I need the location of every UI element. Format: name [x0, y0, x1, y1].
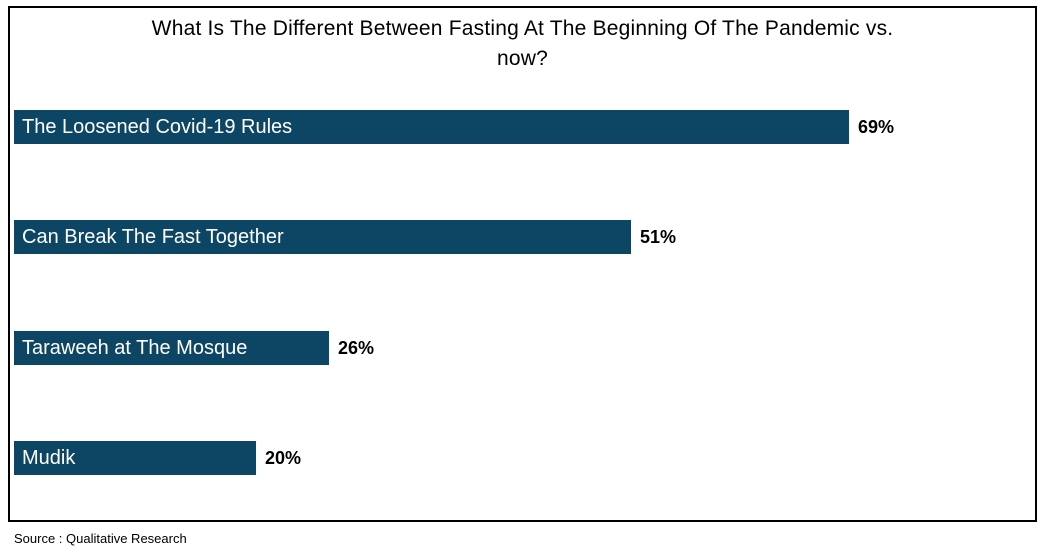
bar-row: The Loosened Covid-19 Rules 69%: [14, 110, 894, 144]
chart-title: What Is The Different Between Fasting At…: [10, 14, 1035, 74]
bar-chart: The Loosened Covid-19 Rules 69% Can Break …: [10, 8, 1035, 520]
bar: The Loosened Covid-19 Rules: [14, 110, 849, 144]
bar-row: Taraweeh at The Mosque 26%: [14, 331, 374, 365]
bar: Can Break The Fast Together: [14, 220, 631, 254]
bar-category-label: Taraweeh at The Mosque: [22, 336, 248, 359]
chart-container: What Is The Different Between Fasting At…: [8, 6, 1037, 522]
bar-row: Can Break The Fast Together 51%: [14, 220, 676, 254]
bar-category-label: Mudik: [22, 446, 76, 469]
source-note: Source : Qualitative Research: [14, 531, 187, 546]
bar-value-label: 26%: [338, 337, 375, 358]
bar-value-label: 20%: [265, 447, 302, 468]
bar-category-label: The Loosened Covid-19 Rules: [22, 115, 293, 138]
bar: Mudik: [14, 441, 256, 475]
bar-value-label: 51%: [640, 226, 677, 247]
chart-title-line-2: now?: [496, 47, 548, 70]
bar-value-label: 69%: [858, 116, 895, 137]
bar-category-label: Can Break The Fast Together: [22, 225, 284, 248]
bar: Taraweeh at The Mosque: [14, 331, 329, 365]
chart-title-line-1: What Is The Different Between Fasting At…: [151, 17, 894, 40]
bar-row: Mudik 20%: [14, 441, 301, 475]
